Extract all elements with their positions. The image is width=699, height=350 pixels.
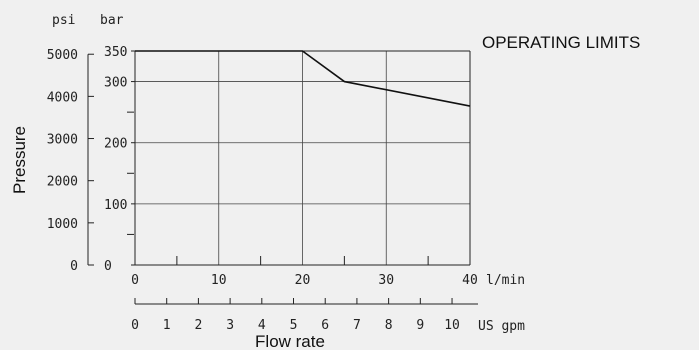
psi-tick-label: 2000 [47,175,78,190]
gpm-tick-label: 1 [163,318,171,333]
grid [135,51,470,265]
x-tick-label: 0 [131,273,139,288]
psi-tick-label: 5000 [47,48,78,63]
gpm-axis: 0 1 2 3 4 5 6 7 8 9 10 [131,298,478,333]
psi-tick-label: 3000 [47,133,78,148]
y-unit-bar: bar [100,13,124,28]
gpm-tick-label: 3 [226,318,234,333]
gpm-tick-label: 9 [416,318,424,333]
psi-tick-label: 0 [70,259,78,274]
bar-tick-label: 0 [104,259,112,274]
x-tick-label: 30 [378,273,394,288]
y-axis-title: Pressure [10,126,29,194]
gpm-tick-label: 0 [131,318,139,333]
gpm-tick-label: 6 [321,318,329,333]
series [135,50,471,107]
psi-tick-label: 1000 [47,217,78,232]
psi-axis: 0 1000 2000 3000 4000 5000 [47,48,94,274]
x-tick-label: 10 [211,273,227,288]
chart-title: OPERATING LIMITS [482,33,640,52]
gpm-tick-label: 5 [290,318,298,333]
y-unit-psi: psi [52,13,75,28]
x-unit-lmin: l/min [486,273,525,288]
gpm-tick-label: 10 [444,318,460,333]
gpm-tick-label: 2 [194,318,202,333]
x-unit-gpm: US gpm [478,319,525,334]
bar-tick-label: 300 [104,76,127,91]
bar-tick-label: 200 [104,137,127,152]
x-tick-label: 40 [462,273,478,288]
x-axis: 0 10 20 30 40 [131,256,478,288]
psi-tick-label: 4000 [47,90,78,105]
limit-line [135,50,471,107]
bar-tick-label: 100 [104,198,127,213]
x-axis-title: Flow rate [255,332,325,350]
gpm-tick-label: 4 [258,318,266,333]
bar-axis: 0 100 200 300 350 [104,45,135,274]
bar-tick-label: 350 [104,45,127,60]
x-tick-label: 20 [295,273,311,288]
gpm-tick-label: 7 [353,318,361,333]
gpm-tick-label: 8 [385,318,393,333]
